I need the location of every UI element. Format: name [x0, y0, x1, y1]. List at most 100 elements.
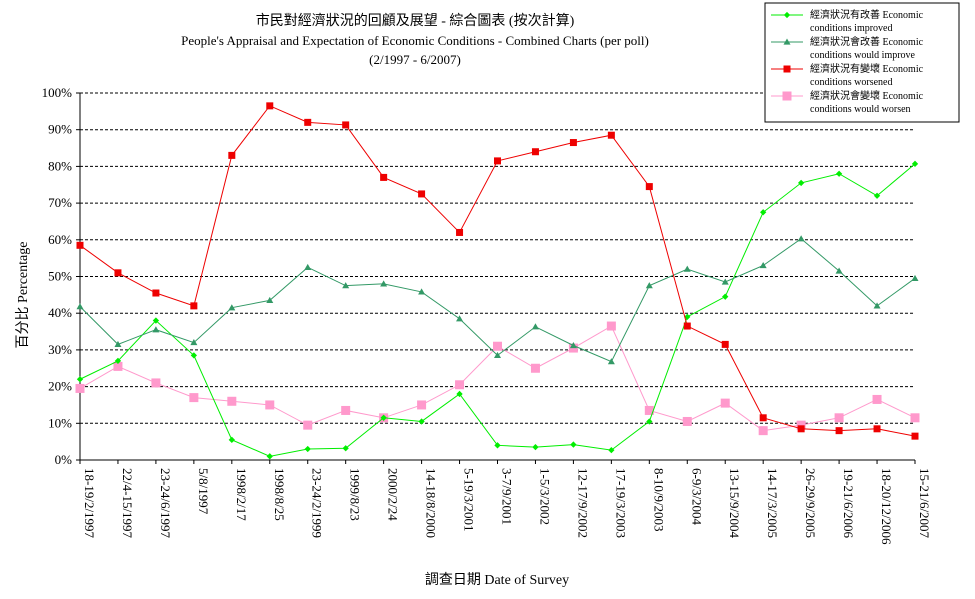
- data-point: [796, 420, 806, 430]
- data-point: [418, 288, 426, 295]
- legend-label-line2: conditions would worsen: [810, 104, 911, 115]
- legend-label-line2: conditions worsened: [810, 77, 893, 88]
- data-point: [608, 446, 615, 454]
- data-point: [190, 302, 198, 310]
- data-point: [190, 352, 198, 359]
- x-tick-label: 1-5/3/2002: [537, 468, 552, 525]
- x-tick-label: 15-21/6/2007: [917, 468, 932, 539]
- x-tick-label: 22/4-15/1997: [120, 468, 135, 539]
- data-point: [570, 441, 577, 448]
- x-tick-label: 3-7/9/2001: [500, 468, 515, 525]
- data-point: [342, 121, 350, 129]
- data-point: [911, 160, 919, 167]
- y-axis-label: 百分比 Percentage: [15, 242, 31, 349]
- y-tick-label: 10%: [48, 415, 72, 430]
- x-tick-label: 23-24/6/1997: [158, 468, 173, 539]
- x-tick-label: 1998/2/17: [234, 468, 249, 521]
- data-point: [720, 398, 730, 408]
- legend-label: 經濟狀況有改善 Economic: [810, 8, 924, 21]
- data-point: [530, 363, 540, 373]
- x-tick-label: 19-21/6/2006: [841, 468, 856, 539]
- data-point: [569, 139, 577, 147]
- data-point: [342, 282, 350, 289]
- data-point: [114, 340, 122, 348]
- data-point: [114, 269, 122, 277]
- data-point: [683, 322, 691, 330]
- data-point: [835, 170, 843, 177]
- data-point: [152, 289, 160, 297]
- x-tick-label: 14-17/3/2005: [765, 468, 780, 538]
- gridlines: [80, 92, 915, 424]
- y-tick-label: 40%: [48, 305, 72, 320]
- data-point: [759, 414, 767, 422]
- data-point: [417, 400, 427, 410]
- data-point: [797, 425, 805, 433]
- data-point: [645, 282, 653, 289]
- data-point: [493, 341, 502, 351]
- series-2: [76, 235, 919, 365]
- series-layer: [75, 102, 920, 460]
- data-point: [114, 357, 122, 365]
- data-point: [872, 394, 882, 404]
- data-point: [682, 416, 692, 426]
- data-point: [797, 235, 805, 242]
- y-tick-label: 20%: [48, 379, 72, 394]
- data-point: [303, 420, 313, 430]
- x-axis-label: 調查日期 Date of Survey: [425, 572, 569, 588]
- legend-label: 經濟狀況會改善 Economic: [810, 35, 924, 48]
- x-tick-label: 5-19/3/2001: [462, 468, 477, 532]
- data-point: [759, 261, 767, 269]
- data-point: [152, 317, 160, 324]
- data-point: [834, 413, 844, 423]
- data-point: [266, 296, 274, 303]
- x-tick-label: 14-18/8/2000: [424, 468, 439, 538]
- chart-period: (2/1997 - 6/2007): [369, 52, 461, 67]
- y-tick-label: 60%: [48, 232, 72, 247]
- data-point: [418, 418, 425, 425]
- data-point: [266, 453, 273, 460]
- data-point: [456, 228, 464, 236]
- y-tick-label: 0%: [55, 452, 73, 467]
- data-point: [607, 358, 615, 365]
- data-point: [873, 192, 881, 199]
- data-point: [911, 432, 919, 440]
- data-point: [797, 179, 805, 187]
- data-point: [532, 444, 539, 451]
- data-point: [418, 190, 426, 198]
- y-axis-ticks: 0% 10% 20% 30% 40% 50% 60% 70% 80% 90% 100%: [42, 85, 80, 467]
- data-point: [75, 383, 85, 393]
- y-tick-label: 100%: [42, 85, 73, 100]
- y-tick-label: 30%: [48, 342, 72, 357]
- legend-label: 經濟狀況有變壞 Economic: [810, 62, 924, 75]
- data-point: [910, 413, 920, 423]
- data-point: [456, 315, 464, 322]
- data-point: [645, 183, 653, 191]
- data-point: [380, 173, 388, 181]
- x-tick-label: 8-10/9/2003: [651, 468, 666, 532]
- data-point: [873, 425, 881, 433]
- legend-label: 經濟狀況會變壞 Economic: [810, 89, 924, 102]
- x-tick-label: 18-19/2/1997: [82, 468, 97, 539]
- legend-marker: [782, 91, 792, 101]
- legend-marker: [783, 11, 791, 19]
- data-point: [531, 148, 539, 156]
- data-point: [189, 393, 199, 403]
- x-tick-label: 13-15/9/2004: [727, 468, 742, 539]
- legend-label-line2: conditions improved: [810, 23, 893, 34]
- data-point: [266, 102, 274, 110]
- x-tick-label: 6-9/3/2004: [689, 468, 704, 526]
- data-point: [760, 209, 767, 216]
- data-point: [228, 304, 236, 311]
- data-point: [646, 418, 653, 425]
- data-point: [494, 351, 501, 359]
- chart-title: 市民對經濟狀況的回顧及展望 - 綜合圖表 (按次計算): [256, 12, 575, 29]
- x-tick-label: 5/8/1997: [196, 468, 211, 515]
- legend-label-line2: conditions would improve: [810, 50, 916, 61]
- data-point: [304, 445, 311, 453]
- data-point: [228, 151, 236, 159]
- data-point: [721, 340, 729, 348]
- data-point: [76, 376, 84, 383]
- x-tick-label: 26-29/9/2005: [803, 468, 818, 538]
- data-point: [380, 280, 388, 287]
